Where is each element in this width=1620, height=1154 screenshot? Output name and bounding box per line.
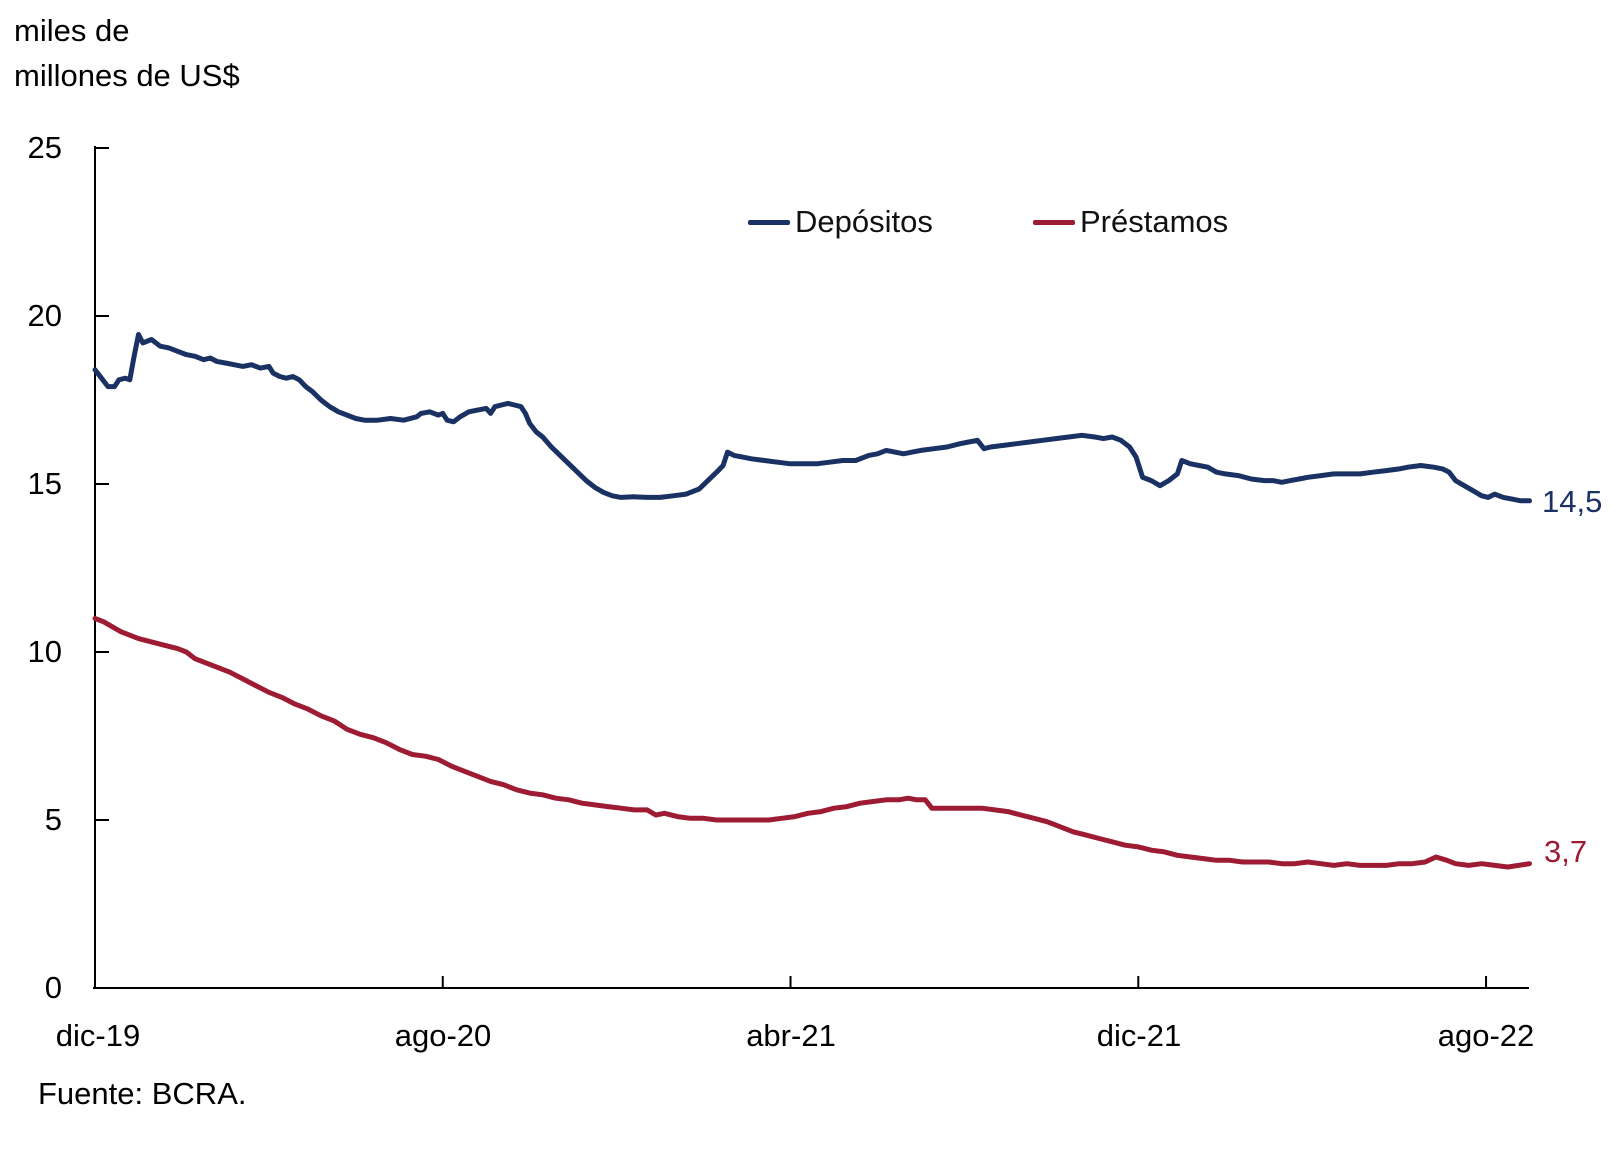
prestamos-line-swatch-icon [1033,219,1075,225]
series-line-prestamos [92,615,1532,870]
depositos-line-swatch-icon [748,219,790,225]
x-tick-label-abr-21: abr-21 [746,1018,836,1053]
legend-item-prestamos: Préstamos [1033,204,1228,240]
x-tick-label-ago-22: ago-22 [1437,1018,1535,1053]
y-axis-unit-line1: miles de [14,13,130,48]
y-axis-unit-label: miles de millones de US$ [14,8,240,98]
y-tick-label-10: 10 [27,634,62,669]
series-line-depositos [92,332,1532,504]
x-tick-label-dic-21: dic-21 [1096,1018,1182,1053]
y-tick-label-20: 20 [27,298,62,333]
prestamos-end-value-label: 3,7 [1544,834,1588,869]
x-tick-label-dic-19: dic-19 [55,1018,141,1053]
depositos-end-value-label: 14,5 [1542,484,1603,519]
y-tick-label-15: 15 [27,466,62,501]
y-tick-label-25: 25 [27,130,62,165]
y-axis-unit-line2: millones de US$ [14,58,240,93]
legend-item-depositos: Depósitos [748,204,933,240]
y-tick-label-0: 0 [44,970,62,1005]
x-tick-label-ago-20: ago-20 [394,1018,492,1053]
legend-label-prestamos: Préstamos [1080,204,1229,239]
y-tick-label-5: 5 [44,802,62,837]
source-note: Fuente: BCRA. [38,1076,247,1111]
legend-label-depositos: Depósitos [795,204,933,239]
